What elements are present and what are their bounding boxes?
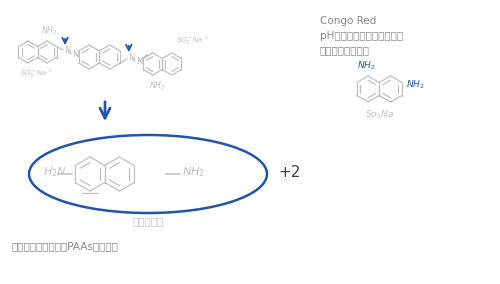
Text: $SO_3^-$Na$^+$: $SO_3^-$Na$^+$ [176,35,208,47]
Text: N: N [136,57,142,66]
Text: アゾ染料の一つ。: アゾ染料の一つ。 [320,45,370,55]
Text: +2: +2 [279,164,301,179]
Text: N: N [72,49,78,59]
Text: Congo Red: Congo Red [320,16,376,26]
Text: N: N [128,53,134,62]
Text: N: N [64,45,70,55]
Text: 最も発がん性の高いPAAsの一つ。: 最も発がん性の高いPAAsの一つ。 [12,241,119,251]
Text: $So_3Na$: $So_3Na$ [364,108,394,120]
Text: $NH_2$: $NH_2$ [148,79,165,91]
Text: $NH_2$: $NH_2$ [356,60,376,72]
Text: ベンジジン: ベンジジン [132,216,164,226]
Text: $NH_2$: $NH_2$ [182,165,204,179]
Text: $NH_2$: $NH_2$ [406,79,424,91]
Text: $H_2N$: $H_2N$ [43,165,66,179]
Text: $SO_3^-$Na$^+$: $SO_3^-$Na$^+$ [20,68,53,80]
Text: pH指示薬としても使われる: pH指示薬としても使われる [320,31,403,41]
Text: $NH_2$: $NH_2$ [41,24,57,37]
